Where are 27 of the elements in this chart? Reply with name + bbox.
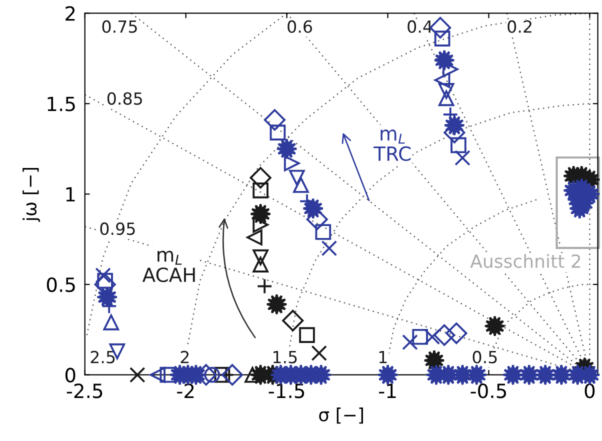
annotation: 1.5 xyxy=(273,351,297,364)
x-tick-label: -2 xyxy=(177,384,194,398)
x-tick-label: -1 xyxy=(379,384,396,398)
y-tick-label: 2 xyxy=(66,6,75,21)
annotation: 0.4 xyxy=(408,20,432,33)
y-tick-label: 0.5 xyxy=(46,277,75,292)
annotation: 0.2 xyxy=(508,20,532,33)
annotation: 0.5 xyxy=(472,350,497,364)
annotation: 0.75 xyxy=(102,20,137,33)
x-tick-label: -0.5 xyxy=(470,384,506,398)
annotation: 0.95 xyxy=(100,222,135,236)
x-axis-title: σ [−] xyxy=(319,408,363,424)
y-axis-title: jω [−] xyxy=(22,168,40,222)
annotation: 0.6 xyxy=(288,20,312,33)
y-tick-label: 1 xyxy=(66,187,75,202)
y-tick-label: 1.5 xyxy=(48,96,75,112)
x-tick-label: -2.5 xyxy=(66,384,102,398)
annotation: m$_{L}$ TRC xyxy=(374,130,411,162)
annotation: Ausschnitt 2 xyxy=(470,254,580,268)
annotation: 2.5 xyxy=(90,350,115,364)
annotation: m$_{L}$ ACAH xyxy=(142,250,195,282)
x-tick-label: -1.5 xyxy=(268,384,304,398)
annotation: 2 xyxy=(180,350,189,364)
annotation: 0.85 xyxy=(107,92,142,105)
y-tick-label: 0 xyxy=(65,368,76,383)
annotation: 1 xyxy=(379,351,387,364)
x-tick-label: 0 xyxy=(584,384,595,398)
